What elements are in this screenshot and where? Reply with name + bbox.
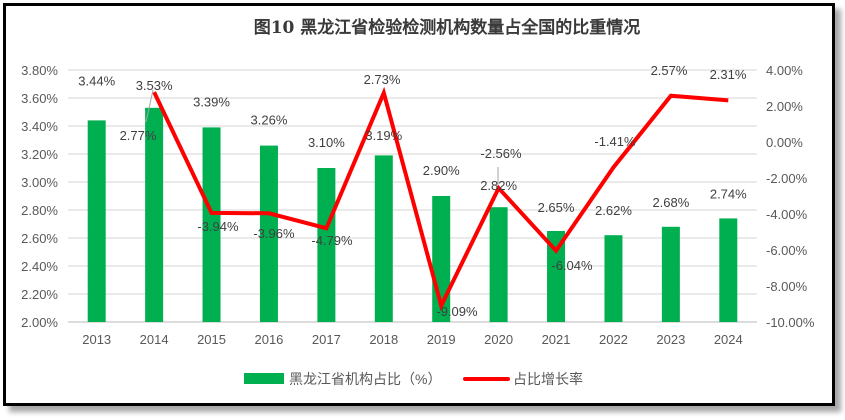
bar-2014: [145, 107, 164, 322]
x-tick-label: 2018: [369, 332, 398, 347]
line-data-label: -6.04%: [551, 258, 593, 273]
x-axis-ticks: 2013 2014 2015 2016 2017 2018 2019 2020 2021 2022…: [82, 332, 743, 347]
bar-data-label: 2.82%: [480, 178, 517, 193]
left-tick-label: 2.60%: [21, 231, 58, 246]
right-tick-label: 0.00%: [766, 135, 803, 150]
right-axis-ticks: -10.00% -8.00% -6.00% -4.00% -2.00% 0.00% 2.00…: [766, 63, 815, 330]
bar-data-label: 3.10%: [308, 135, 345, 150]
line-data-label: -3.96%: [253, 226, 295, 241]
left-tick-label: 2.20%: [21, 287, 58, 302]
line-data-label: 2.57%: [651, 63, 688, 78]
x-tick-label: 2013: [82, 332, 111, 347]
bar-2023: [661, 226, 680, 322]
bar-data-label: 3.39%: [193, 94, 230, 109]
bar-2020: [489, 207, 508, 322]
bar-2017: [317, 168, 336, 322]
bar-2021: [547, 231, 566, 322]
bar-2024: [719, 218, 738, 322]
x-tick-label: 2017: [312, 332, 341, 347]
right-tick-label: -6.00%: [766, 243, 808, 258]
right-tick-label: -10.00%: [766, 315, 815, 330]
line-data-label: -2.56%: [480, 146, 522, 161]
left-tick-label: 3.20%: [21, 147, 58, 162]
right-tick-label: 4.00%: [766, 63, 803, 78]
bar-2015: [202, 127, 221, 323]
bar-data-label: 3.26%: [251, 113, 288, 128]
line-data-label: 2.77%: [120, 128, 157, 143]
legend-label-bar: 黑龙江省机构占比（%）: [289, 371, 441, 387]
bar-data-label: 3.44%: [78, 73, 115, 88]
x-tick-label: 2020: [484, 332, 513, 347]
line-data-label: -4.79%: [311, 233, 353, 248]
left-tick-label: 3.40%: [21, 119, 58, 134]
x-tick-label: 2019: [427, 332, 456, 347]
data-labels: 3.44% 3.53% 3.39% 3.26% 3.10% 3.19% 2.90% 2.82%…: [78, 63, 747, 319]
line-data-label: -3.94%: [197, 219, 239, 234]
line-data-label: -9.09%: [436, 304, 478, 319]
x-tick-label: 2015: [197, 332, 226, 347]
left-tick-label: 2.80%: [21, 203, 58, 218]
bar-data-label: 2.90%: [423, 163, 460, 178]
x-tick-label: 2022: [599, 332, 628, 347]
right-tick-label: -4.00%: [766, 207, 808, 222]
bar-data-label: 3.53%: [136, 78, 173, 93]
bar-2018: [374, 155, 393, 322]
bar-2022: [604, 235, 623, 322]
x-tick-label: 2016: [254, 332, 283, 347]
line-series: [152, 86, 729, 312]
legend: 黑龙江省机构占比（%） 占比增长率: [244, 371, 583, 387]
left-axis-ticks: 2.00% 2.20% 2.40% 2.60% 2.80% 3.00% 3.20% 3.40%…: [21, 63, 58, 330]
chart-title: 图10 黑龙江省检验检测机构数量占全国的比重情况: [254, 17, 641, 38]
legend-label-line: 占比增长率: [513, 371, 583, 387]
left-tick-label: 2.00%: [21, 315, 58, 330]
bar-data-label: 2.62%: [595, 203, 632, 218]
right-tick-label: 2.00%: [766, 99, 803, 114]
line-data-label: 2.31%: [710, 67, 747, 82]
bar-2016: [259, 145, 278, 322]
bar-2013: [87, 120, 106, 323]
legend-swatch-bar: [244, 373, 284, 384]
line-data-label: 2.73%: [364, 72, 401, 87]
x-tick-label: 2021: [542, 332, 571, 347]
x-tick-label: 2014: [140, 332, 169, 347]
right-tick-label: -2.00%: [766, 171, 808, 186]
bar-data-label: 2.65%: [538, 200, 575, 215]
bar-data-label: 2.68%: [652, 195, 689, 210]
left-tick-label: 3.80%: [21, 63, 58, 78]
x-tick-label: 2023: [656, 332, 685, 347]
line-data-label: -1.41%: [594, 134, 636, 149]
bar-data-label: 2.74%: [710, 186, 747, 201]
right-tick-label: -8.00%: [766, 279, 808, 294]
left-tick-label: 3.60%: [21, 91, 58, 106]
leader-line: [145, 89, 154, 123]
bar-data-label: 3.19%: [365, 128, 402, 143]
x-tick-label: 2024: [714, 332, 743, 347]
left-tick-label: 3.00%: [21, 175, 58, 190]
bar-series: [87, 107, 738, 323]
left-tick-label: 2.40%: [21, 259, 58, 274]
gridlines: [68, 69, 757, 323]
